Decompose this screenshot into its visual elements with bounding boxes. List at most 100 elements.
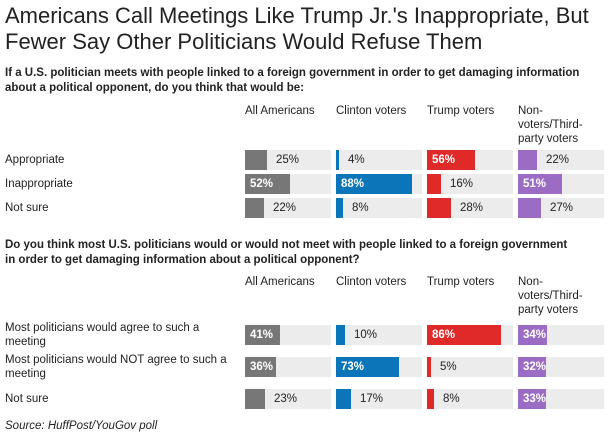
chart-2-bar-value-label: 23% — [274, 393, 298, 405]
chart-2-bar-track: 23% — [245, 389, 331, 409]
chart-1-column-header-line: Non- — [518, 105, 543, 117]
chart-2-bar — [245, 325, 280, 345]
chart-1-row-label: Not sure — [5, 201, 48, 215]
chart-1-bar-track: 28% — [427, 198, 513, 218]
chart-1-bar-value-label: 27% — [550, 202, 574, 214]
chart-1-bar — [245, 198, 264, 218]
chart-1-bar-value-label: 16% — [450, 178, 474, 190]
chart-2-column-header: Trump voters — [427, 275, 494, 289]
chart-2-column-header-line: Non- — [518, 276, 543, 288]
chart-1-bar-track: 22% — [518, 150, 604, 170]
chart-1-bar — [336, 150, 339, 170]
chart-1-bar-track: 27% — [518, 198, 604, 218]
chart-1-bar-track: 88% — [336, 174, 422, 194]
chart-1-bar-value-label: 52% — [250, 178, 274, 190]
chart-2-column-header: All Americans — [245, 275, 315, 289]
chart-2-row-label: Most politicians would agree to such a me… — [5, 321, 199, 349]
chart-1-bar — [427, 198, 451, 218]
chart-1-bar-value-label: 88% — [341, 178, 365, 190]
chart-1-bar-value-label: 51% — [523, 178, 547, 190]
question-1-line-1: If a U.S. politician meets with people l… — [5, 67, 580, 79]
chart-2-column-header: Non-voters/Third-party voters — [518, 275, 583, 317]
chart-2-bar-value-label: 41% — [250, 329, 274, 341]
chart-2-column-header-line: party voters — [518, 304, 579, 316]
chart-1-column-header: Non-voters/Third-party voters — [518, 104, 583, 146]
chart-1-column-header-line: Trump voters — [427, 105, 495, 117]
source-note: Source: HuffPost/YouGov poll — [5, 420, 158, 432]
chart-1-column-header-line: party voters — [518, 133, 579, 145]
chart-1-bar-track: 4% — [336, 150, 422, 170]
chart-1-bar-value-label: 22% — [273, 202, 297, 214]
chart-2-bar-value-label: 32% — [523, 361, 547, 373]
chart-2-bar-value-label: 33% — [523, 393, 547, 405]
chart-1-bar — [336, 174, 412, 194]
chart-1-column-header: All Americans — [245, 104, 315, 118]
chart-2-bar-value-label: 5% — [440, 361, 457, 373]
chart-1-row-label: Appropriate — [5, 153, 64, 167]
chart-2-row-label-line: meeting — [5, 368, 46, 380]
chart-1-row-label-line: Not sure — [5, 202, 49, 214]
chart-1-column-header-line: All Americans — [245, 105, 315, 117]
chart-2-bar-track: 5% — [427, 357, 513, 377]
chart-1-bar-track: 22% — [245, 198, 331, 218]
chart-1-bar-track: 56% — [427, 150, 513, 170]
chart-2-bar — [336, 389, 351, 409]
chart-2-row-label-line: Most politicians would NOT agree to such… — [5, 354, 227, 366]
chart-title-line-1: Americans Call Meetings Like Trump Jr.'s… — [5, 3, 589, 28]
chart-1-bar-track: 52% — [245, 174, 331, 194]
chart-2-bar — [245, 357, 276, 377]
chart-1-column-header-line: voters/Third- — [518, 119, 583, 131]
question-2-line-2: in order to get damaging information abo… — [5, 254, 360, 266]
chart-1-bar-value-label: 8% — [352, 202, 369, 214]
chart-2-bar-track: 8% — [427, 389, 513, 409]
chart-2-row-label-line: Most politicians would agree to such a — [5, 322, 200, 334]
chart-2-bar-track: 73% — [336, 357, 422, 377]
chart-2-bar-value-label: 8% — [443, 393, 460, 405]
chart-2-bar — [245, 389, 265, 409]
chart-2-column-header-line: Clinton voters — [336, 276, 407, 288]
chart-2-bar-value-label: 17% — [360, 393, 384, 405]
chart-2-bar-track: 34% — [518, 325, 604, 345]
chart-1-bar-value-label: 28% — [460, 202, 484, 214]
chart-2-bar-track: 17% — [336, 389, 422, 409]
chart-2-bar — [518, 389, 546, 409]
question-2-line-1: Do you think most U.S. politicians would… — [5, 239, 568, 251]
chart-2-bar — [336, 325, 345, 345]
chart-1-bar-track: 51% — [518, 174, 604, 194]
chart-1-bar — [245, 150, 267, 170]
chart-2-row-label: Not sure — [5, 392, 48, 406]
chart-1-bar-value-label: 25% — [276, 154, 300, 166]
chart-1-bar-value-label: 4% — [348, 154, 365, 166]
chart-1-bar-track: 8% — [336, 198, 422, 218]
chart-2-bar — [518, 325, 547, 345]
chart-1-bar — [245, 174, 290, 194]
chart-2-bar-track: 33% — [518, 389, 604, 409]
chart-title: Americans Call Meetings Like Trump Jr.'s… — [5, 3, 605, 55]
question-1: If a U.S. politician meets with people l… — [5, 66, 605, 96]
chart-2-bar — [427, 357, 431, 377]
chart-2-row-label-line: meeting — [5, 336, 46, 348]
chart-1-row-label-line: Inappropriate — [5, 178, 73, 190]
chart-1-row-label-line: Appropriate — [5, 154, 65, 166]
chart-2-bar-track: 86% — [427, 325, 513, 345]
question-1-line-2: about a political opponent, do you think… — [5, 82, 304, 94]
chart-1-column-header: Clinton voters — [336, 104, 406, 118]
chart-2-column-header: Clinton voters — [336, 275, 406, 289]
chart-1-column-header-line: Clinton voters — [336, 105, 407, 117]
chart-2-row-label-line: Not sure — [5, 393, 49, 405]
chart-2-bar-value-label: 86% — [432, 329, 456, 341]
chart-1-bar — [427, 174, 441, 194]
chart-1-bar — [336, 198, 343, 218]
chart-2-bar-track: 36% — [245, 357, 331, 377]
chart-1-bar — [427, 150, 475, 170]
chart-1-row-label: Inappropriate — [5, 177, 73, 191]
chart-2-column-header-line: Trump voters — [427, 276, 495, 288]
chart-2-bar-track: 10% — [336, 325, 422, 345]
chart-1-bar — [518, 174, 562, 194]
chart-1-column-header: Trump voters — [427, 104, 494, 118]
chart-title-line-2: Fewer Say Other Politicians Would Refuse… — [5, 29, 483, 54]
chart-1-bar-value-label: 56% — [432, 154, 456, 166]
chart-2-bar-track: 32% — [518, 357, 604, 377]
chart-2-bar — [427, 389, 434, 409]
chart-2-column-header-line: voters/Third- — [518, 290, 583, 302]
